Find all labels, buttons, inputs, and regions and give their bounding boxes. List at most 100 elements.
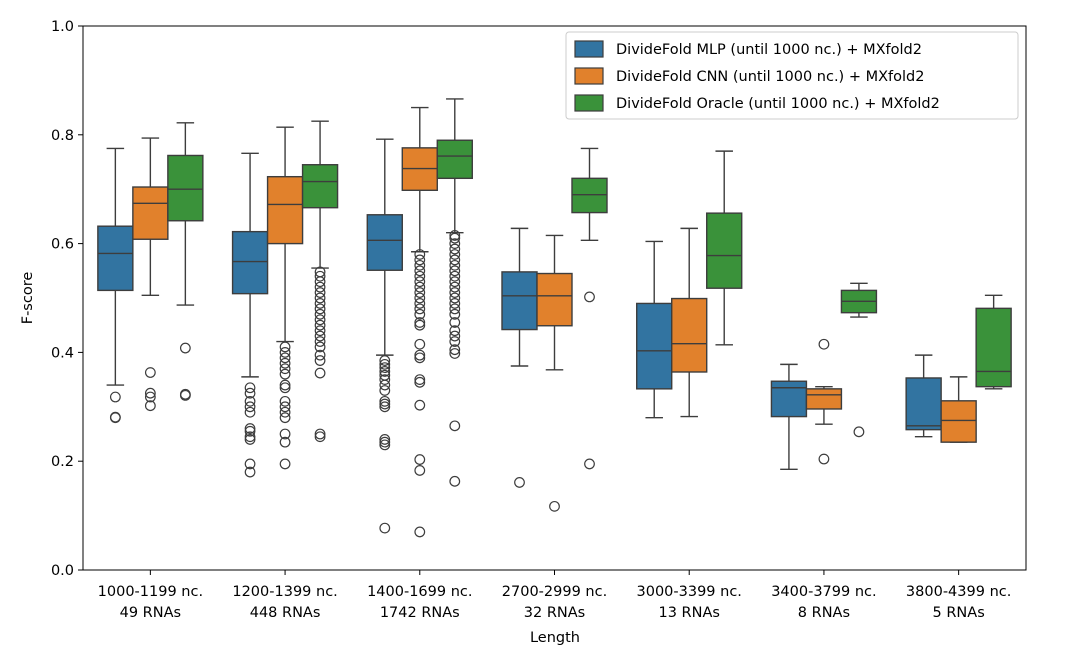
outlier-point (414, 319, 426, 331)
box-0-5 (770, 363, 808, 471)
outlier-point (449, 254, 461, 266)
box-iqr (905, 377, 942, 431)
outlier-point (279, 382, 291, 394)
outlier-point (379, 366, 391, 377)
box-0-0 (97, 147, 134, 424)
outlier-point (314, 314, 326, 326)
outlier-point (414, 374, 426, 386)
legend-label: DivideFold MLP (until 1000 nc.) + MXfold… (616, 42, 922, 58)
outlier-point (379, 379, 391, 391)
legend-label: DivideFold CNN (until 1000 nc.) + MXfold… (616, 69, 924, 85)
outlier-point (414, 376, 426, 388)
outlier-point (279, 401, 291, 413)
outlier-point (414, 308, 426, 320)
outlier-point (514, 477, 525, 488)
outlier-point (414, 265, 426, 277)
outlier-point (279, 412, 291, 424)
outlier-point (414, 399, 426, 411)
outlier-point (379, 362, 391, 374)
outlier-point (853, 426, 865, 438)
outlier-point (379, 374, 391, 386)
outlier-point (414, 303, 426, 315)
x-tick-label: 2700-2999 nc. (502, 584, 607, 600)
y-tick-label: 0.0 (51, 563, 74, 579)
y-tick-label: 0.8 (51, 128, 74, 144)
box-0-3 (501, 227, 538, 488)
box-iqr (132, 186, 169, 240)
outlier-point (449, 308, 461, 320)
box-iqr (536, 272, 573, 327)
outlier-point (449, 281, 461, 293)
outlier-point (818, 453, 830, 465)
outlier-point (449, 259, 461, 271)
outlier-point (244, 425, 256, 437)
outlier-point (818, 338, 830, 350)
outlier-point (314, 308, 326, 320)
box-1-0 (132, 137, 169, 412)
box-0-4 (636, 240, 673, 419)
legend-label: DivideFold Oracle (until 1000 nc.) + MXf… (616, 96, 940, 112)
outlier-point (449, 330, 461, 342)
outlier-point (414, 281, 426, 293)
box-2-4 (706, 150, 743, 346)
outlier-point (314, 319, 326, 331)
outlier-point (279, 458, 291, 470)
outlier-point (449, 317, 461, 328)
box-iqr (671, 297, 708, 373)
outlier-point (279, 352, 291, 364)
box-iqr (266, 175, 304, 245)
box-iqr (231, 230, 269, 295)
box-2-0 (167, 122, 204, 401)
outlier-point (314, 281, 326, 293)
box-iqr (571, 177, 608, 214)
box-iqr (770, 380, 808, 418)
outlier-point (414, 276, 426, 288)
x-tick-label: 1000-1199 nc. (98, 584, 203, 600)
outlier-point (244, 395, 256, 407)
outlier-point (244, 382, 256, 394)
legend-swatch (574, 40, 604, 58)
outlier-point (449, 303, 461, 315)
x-tick-label: 1400-1699 nc. (367, 584, 472, 600)
outlier-point (244, 458, 256, 470)
outlier-point (414, 352, 426, 364)
outlier-point (414, 254, 426, 266)
outlier-point (279, 406, 291, 418)
box-2-5 (840, 282, 878, 438)
outlier-point (314, 367, 326, 379)
outlier-point (449, 287, 461, 298)
outlier-point (379, 401, 391, 413)
box-iqr (167, 154, 204, 222)
outlier-point (449, 325, 461, 337)
x-axis-label: Length (530, 630, 580, 646)
outlier-point (379, 522, 391, 534)
outlier-point (379, 436, 391, 448)
outlier-point (449, 276, 461, 288)
outlier-point (314, 276, 326, 288)
outlier-point (449, 344, 461, 356)
outlier-point (449, 232, 461, 244)
outlier-point (449, 336, 461, 347)
outlier-point (314, 431, 326, 443)
outlier-point (449, 243, 461, 255)
outlier-point (244, 434, 256, 445)
outlier-point (279, 347, 291, 358)
axes: 0.0 0.2 0.4 0.6 0.8 1.0 1000-1199 nc. 49 RNAs 12… (51, 19, 1027, 621)
outlier-point (314, 298, 326, 309)
outlier-point (109, 391, 121, 403)
outlier-point (314, 287, 326, 298)
outlier-point (244, 401, 256, 413)
outlier-point (244, 423, 256, 434)
outlier-point (379, 434, 391, 445)
outlier-point (279, 357, 291, 369)
box-1-4 (671, 227, 708, 418)
box-1-5 (805, 338, 843, 465)
outlier-point (449, 348, 461, 359)
outlier-point (314, 355, 326, 366)
outlier-point (414, 292, 426, 304)
y-tick-label: 0.6 (51, 237, 74, 253)
outlier-point (414, 259, 426, 271)
outlier-point (144, 391, 156, 403)
outlier-point (449, 270, 461, 282)
legend-swatch (574, 67, 604, 85)
